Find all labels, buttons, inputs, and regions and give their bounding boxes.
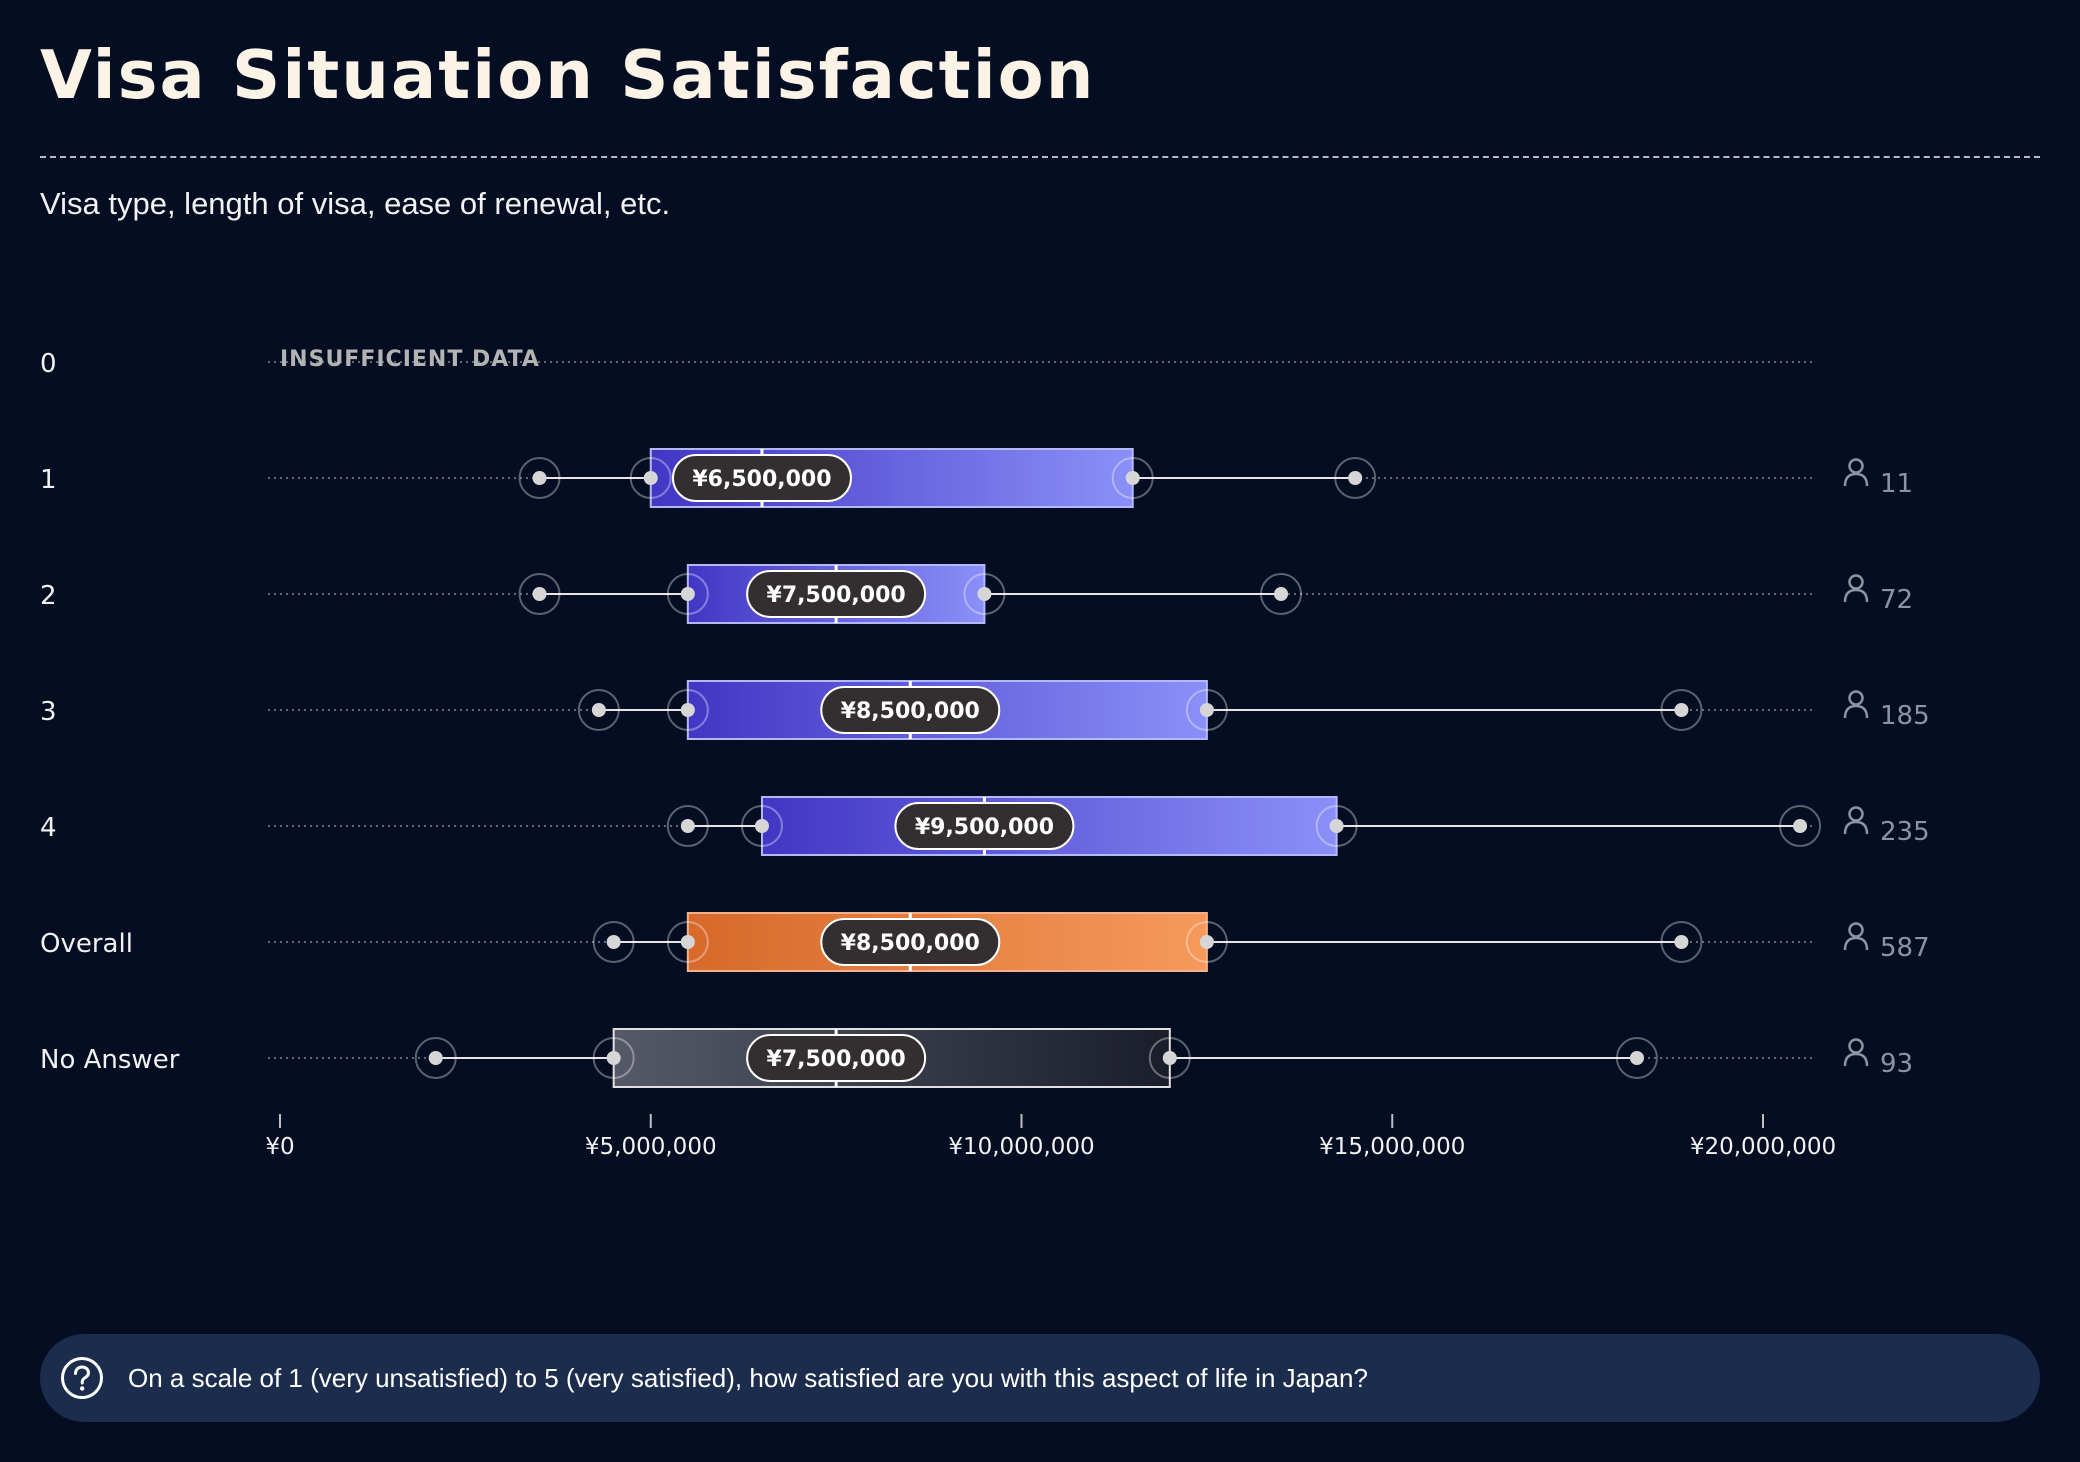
q1-point (666, 689, 709, 731)
page-title: Visa Situation Satisfaction (40, 36, 1096, 114)
row-label: 4 (40, 813, 57, 843)
person-icon (1843, 690, 1869, 719)
row-no-answer: No Answer ¥7,500,000 93 (40, 1028, 1913, 1088)
person-icon (1843, 1038, 1869, 1067)
median-label: ¥8,500,000 (841, 931, 980, 956)
median-label: ¥8,500,000 (841, 699, 980, 724)
median-label: ¥9,500,000 (915, 815, 1054, 840)
x-tick-label: ¥0 (265, 1134, 294, 1160)
q3-point (963, 573, 1006, 615)
question-bar: On a scale of 1 (very unsatisfied) to 5 … (40, 1334, 2040, 1422)
row-3: 3 ¥8,500,000 185 (40, 680, 1930, 740)
q3-point (1111, 457, 1154, 499)
question-text: On a scale of 1 (very unsatisfied) to 5 … (128, 1363, 1368, 1393)
person-icon (1843, 574, 1869, 603)
row-label: 3 (40, 697, 57, 727)
person-icon (1843, 806, 1869, 835)
person-icon (1843, 922, 1869, 951)
median-badge (820, 918, 1001, 966)
whisker-min-point (518, 573, 561, 615)
whisker-min-point (518, 457, 561, 499)
whisker-min-point (592, 921, 635, 963)
q1-point (629, 457, 672, 499)
person-icon (1843, 458, 1869, 487)
q1-point (592, 1037, 635, 1079)
whisker-max-point (1779, 805, 1822, 847)
row-0: 0 INSUFFICIENT DATA (40, 347, 1812, 379)
x-axis: ¥0 ¥5,000,000 ¥10,000,000 ¥15,000,000 ¥20,00… (265, 1114, 1836, 1160)
median-badge (671, 454, 852, 502)
x-tick-label: ¥15,000,000 (1319, 1134, 1465, 1160)
whisker-min-point (577, 689, 620, 731)
respondent-count: 185 (1880, 701, 1930, 731)
x-tick-label: ¥20,000,000 (1690, 1134, 1836, 1160)
q1-point (740, 805, 783, 847)
median-badge (746, 570, 927, 618)
whisker-max-point (1660, 921, 1703, 963)
boxplot-chart: 0 INSUFFICIENT DATA 1 ¥6,500,000 11 2 ¥7,500,0… (40, 347, 1930, 1160)
x-tick-label: ¥5,000,000 (585, 1134, 717, 1160)
q1-point (666, 573, 709, 615)
title-divider (40, 156, 2040, 158)
insufficient-data-label: INSUFFICIENT DATA (280, 347, 540, 372)
whisker-min-point (666, 805, 709, 847)
whisker-max-point (1260, 573, 1303, 615)
row-2: 2 ¥7,500,000 72 (40, 564, 1913, 624)
q3-point (1185, 921, 1228, 963)
respondent-count: 72 (1880, 585, 1913, 615)
median-label: ¥7,500,000 (767, 583, 906, 608)
row-label: 0 (40, 349, 57, 379)
respondent-count: 587 (1880, 933, 1930, 963)
row-overall: Overall ¥8,500,000 587 (40, 912, 1930, 972)
q1-point (666, 921, 709, 963)
median-label: ¥7,500,000 (767, 1047, 906, 1072)
whisker-max-point (1660, 689, 1703, 731)
q3-point (1185, 689, 1228, 731)
q3-point (1315, 805, 1358, 847)
whisker-max-point (1334, 457, 1377, 499)
respondent-count: 235 (1880, 817, 1930, 847)
median-label: ¥6,500,000 (692, 467, 831, 492)
question-mark-icon (61, 1357, 103, 1399)
page-subtitle: Visa type, length of visa, ease of renew… (40, 186, 671, 221)
row-1: 1 ¥6,500,000 11 (40, 448, 1913, 508)
whisker-min-point (414, 1037, 457, 1079)
row-label: Overall (40, 929, 133, 959)
row-label: 2 (40, 581, 57, 611)
q3-point (1148, 1037, 1191, 1079)
row-label: 1 (40, 465, 57, 495)
median-badge (894, 802, 1075, 850)
whisker-max-point (1615, 1037, 1658, 1079)
row-label: No Answer (40, 1045, 180, 1075)
median-badge (820, 686, 1001, 734)
respondent-count: 11 (1880, 469, 1913, 499)
row-4: 4 ¥9,500,000 235 (40, 796, 1930, 856)
x-tick-label: ¥10,000,000 (948, 1134, 1094, 1160)
median-badge (746, 1034, 927, 1082)
respondent-count: 93 (1880, 1049, 1913, 1079)
chart-rows: 0 INSUFFICIENT DATA 1 ¥6,500,000 11 2 ¥7,500,0… (40, 347, 1930, 1088)
